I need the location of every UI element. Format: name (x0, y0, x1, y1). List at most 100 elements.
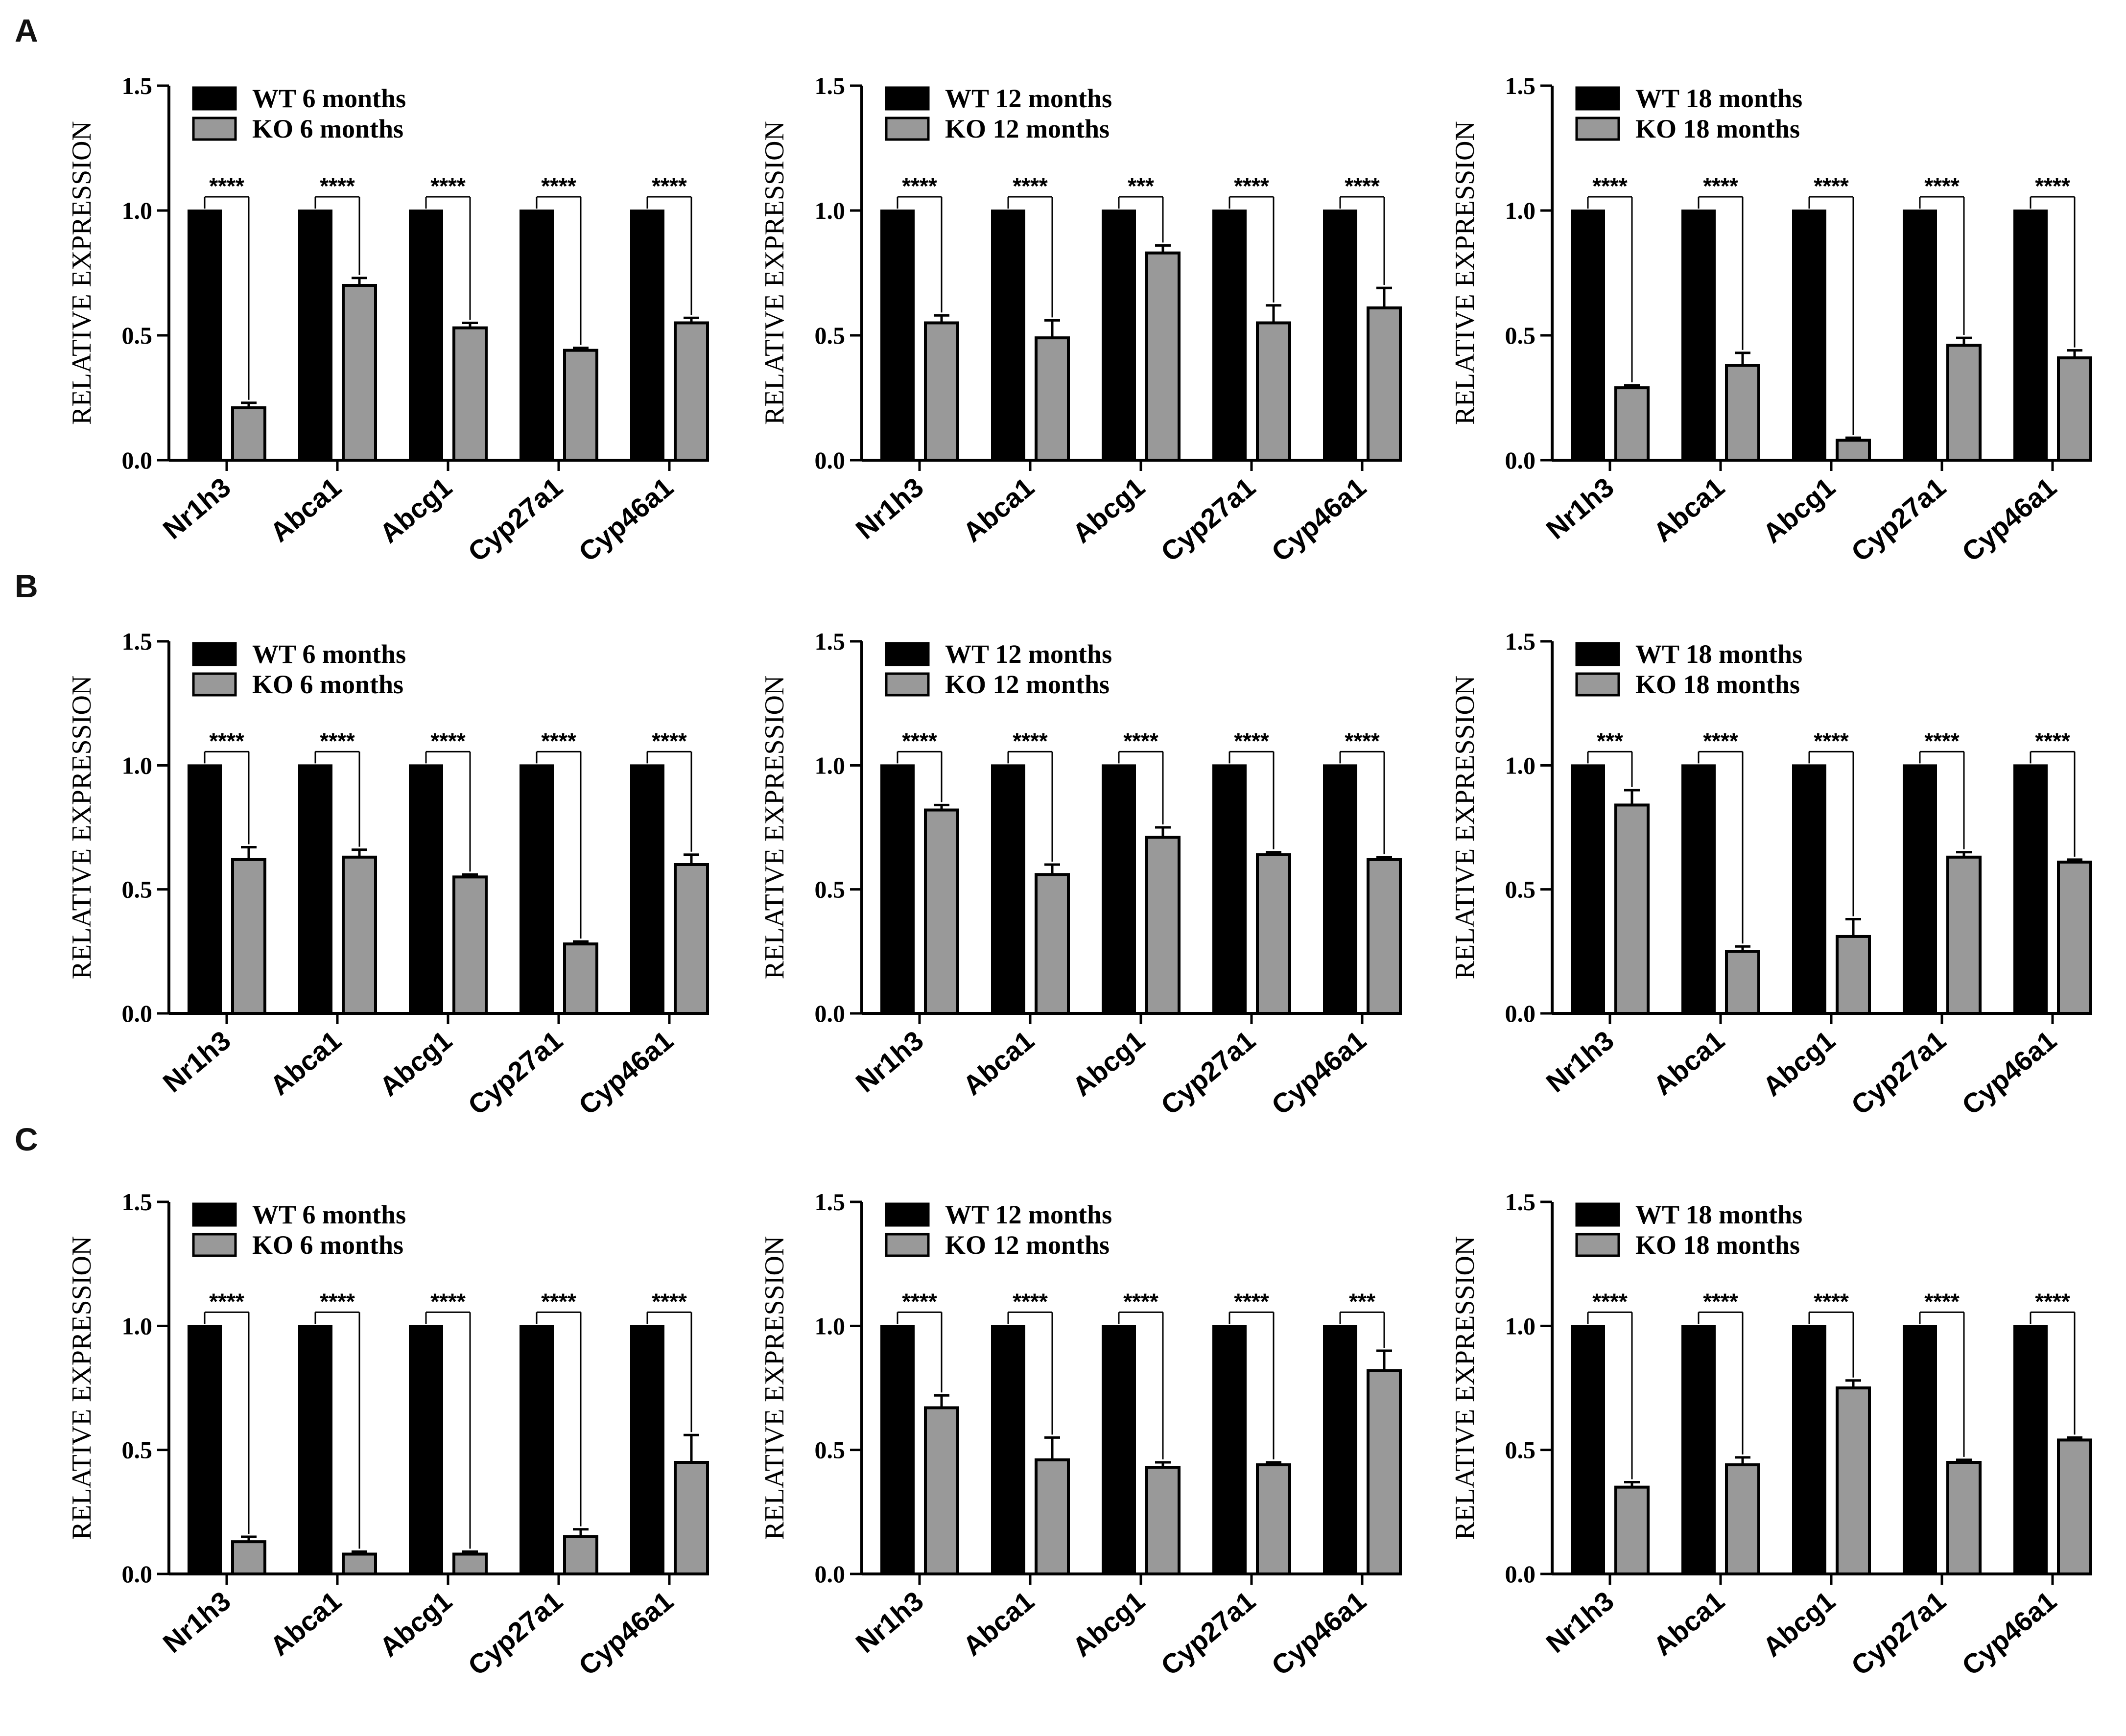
legend-swatch-wt (885, 642, 930, 666)
bar-ko-Abca1 (342, 1552, 377, 1575)
bar-ko-Cyp27a1 (1946, 855, 1982, 1015)
bar-ko-Nr1h3 (924, 1406, 959, 1576)
bar-wt-Nr1h3 (188, 210, 222, 461)
legend-swatch-wt (192, 642, 237, 666)
bar-ko-Cyp27a1 (1256, 853, 1291, 1015)
sig-label-Nr1h3: **** (1592, 1289, 1628, 1314)
bar-wt-Cyp27a1 (1903, 764, 1937, 1015)
sig-label-Abcg1: **** (430, 1289, 466, 1314)
legend-swatch-ko (885, 117, 930, 141)
bar-wt-Cyp46a1 (1323, 210, 1357, 461)
chart-panel-5: 0.0 0.5 1.0 1.5 RELATIVE EXPRESSION **** Nr1h3… (759, 628, 1402, 1121)
legend-swatch-wt (885, 1202, 930, 1227)
bar-wt-Cyp46a1 (630, 1325, 664, 1575)
bar-ko-Cyp46a1 (674, 863, 709, 1015)
y-tick-label: 1.0 (1505, 197, 1536, 224)
sig-label-Abcg1: **** (430, 728, 466, 753)
sig-label-Cyp27a1: **** (541, 728, 576, 753)
bar-ko-Abca1 (1725, 364, 1760, 462)
x-tick-label-Cyp27a1: Cyp27a1 (462, 471, 568, 567)
bar-wt-Abcg1 (409, 1325, 443, 1575)
bar-wt-Abcg1 (409, 764, 443, 1015)
bar-wt-Abca1 (991, 1325, 1025, 1575)
bar-ko-Abca1 (1035, 873, 1070, 1015)
bar-wt-Cyp46a1 (1323, 1325, 1357, 1575)
sig-label-Abcg1: **** (1814, 173, 1849, 199)
y-tick-label: 0.5 (122, 1436, 153, 1464)
panel-letter: C (15, 1121, 38, 1157)
x-tick-label-Cyp46a1: Cyp46a1 (1956, 1585, 2062, 1681)
y-axis-title: RELATIVE EXPRESSION (759, 121, 790, 425)
x-tick-label-Abcg1: Abcg1 (374, 471, 458, 549)
y-tick-label: 0.5 (1505, 322, 1536, 349)
y-tick-label: 0.0 (122, 446, 153, 474)
y-tick-label: 1.5 (1505, 1188, 1536, 1216)
bar-ko-Cyp27a1 (1946, 1461, 1982, 1575)
legend-swatch-ko (885, 1233, 930, 1257)
y-tick-label: 1.5 (122, 72, 153, 99)
bar-wt-Abca1 (1681, 764, 1716, 1015)
x-tick-label-Cyp27a1: Cyp27a1 (1155, 1025, 1261, 1121)
bar-wt-Abcg1 (1102, 764, 1136, 1015)
sig-label-Nr1h3: *** (1597, 728, 1623, 753)
bar-wt-Abca1 (1681, 210, 1716, 461)
legend-swatch-wt (192, 86, 237, 111)
chart-panel-7: C 0.0 0.5 1.0 1.5 RELATIVE EXPRESSION **** Nr1h… (15, 1121, 709, 1681)
bar-wt-Nr1h3 (880, 764, 915, 1015)
sig-label-Cyp46a1: **** (1345, 728, 1380, 753)
x-tick-label-Abca1: Abca1 (1647, 1025, 1730, 1101)
bar-ko-Nr1h3 (1614, 1485, 1650, 1576)
legend-label-ko: KO 6 months (252, 114, 403, 143)
legend-swatch-wt (885, 86, 930, 111)
y-axis-title: RELATIVE EXPRESSION (1450, 121, 1480, 425)
bar-ko-Abca1 (1725, 950, 1760, 1015)
bar-wt-Nr1h3 (188, 764, 222, 1015)
bar-ko-Nr1h3 (231, 858, 266, 1015)
x-tick-label-Cyp46a1: Cyp46a1 (573, 1025, 679, 1121)
y-tick-label: 1.0 (815, 1312, 846, 1339)
bar-wt-Abca1 (298, 1325, 332, 1575)
bar-wt-Abcg1 (1102, 1325, 1136, 1575)
bar-wt-Abcg1 (1792, 1325, 1826, 1575)
chart-panel-3: 0.0 0.5 1.0 1.5 RELATIVE EXPRESSION **** Nr1h3… (1450, 72, 2092, 567)
bar-ko-Cyp27a1 (1946, 344, 1982, 462)
sig-label-Cyp46a1: **** (2035, 1289, 2070, 1314)
bar-ko-Cyp27a1 (563, 1535, 598, 1575)
sig-label-Nr1h3: **** (1592, 173, 1628, 199)
chart-panel-2: 0.0 0.5 1.0 1.5 RELATIVE EXPRESSION **** Nr1h3… (759, 72, 1402, 567)
bar-wt-Cyp27a1 (1903, 1325, 1937, 1575)
x-tick-label-Abca1: Abca1 (264, 1585, 347, 1662)
sig-label-Abca1: **** (1703, 728, 1738, 753)
bar-ko-Cyp46a1 (1367, 1369, 1402, 1576)
y-tick-label: 0.5 (122, 322, 153, 349)
sig-label-Nr1h3: **** (209, 1289, 244, 1314)
legend-label-wt: WT 12 months (945, 639, 1112, 669)
x-tick-label-Cyp46a1: Cyp46a1 (1266, 1025, 1372, 1121)
chart-panel-1: A 0.0 0.5 1.0 1.5 RELATIVE EXPRESSION **** Nr1h… (15, 12, 709, 567)
bar-ko-Cyp46a1 (2057, 356, 2092, 462)
sig-label-Abca1: **** (320, 728, 355, 753)
legend-label-wt: WT 12 months (945, 84, 1112, 113)
legend-swatch-wt (1575, 642, 1620, 666)
bar-wt-Abca1 (298, 210, 332, 461)
x-tick-label-Abca1: Abca1 (957, 1585, 1039, 1662)
bar-ko-Cyp46a1 (1367, 306, 1402, 462)
legend-label-ko: KO 18 months (1635, 1230, 1800, 1260)
bar-wt-Abca1 (298, 764, 332, 1015)
sig-label-Cyp46a1: **** (1345, 173, 1380, 199)
bar-ko-Abca1 (1035, 336, 1070, 462)
bar-ko-Cyp27a1 (1256, 1463, 1291, 1575)
bar-ko-Abcg1 (452, 326, 488, 462)
sig-label-Cyp27a1: **** (1924, 1289, 1960, 1314)
bar-ko-Abcg1 (1145, 251, 1181, 462)
bar-wt-Nr1h3 (1571, 1325, 1605, 1575)
legend-label-wt: WT 6 months (252, 84, 406, 113)
sig-label-Cyp27a1: **** (1234, 1289, 1269, 1314)
sig-label-Abcg1: **** (1814, 1289, 1849, 1314)
bar-ko-Abcg1 (452, 1552, 488, 1575)
bar-wt-Cyp46a1 (1323, 764, 1357, 1015)
x-tick-label-Nr1h3: Nr1h3 (157, 1585, 236, 1659)
sig-label-Abca1: **** (320, 173, 355, 199)
x-tick-label-Abcg1: Abcg1 (1066, 471, 1151, 549)
legend-label-ko: KO 6 months (252, 1230, 403, 1260)
